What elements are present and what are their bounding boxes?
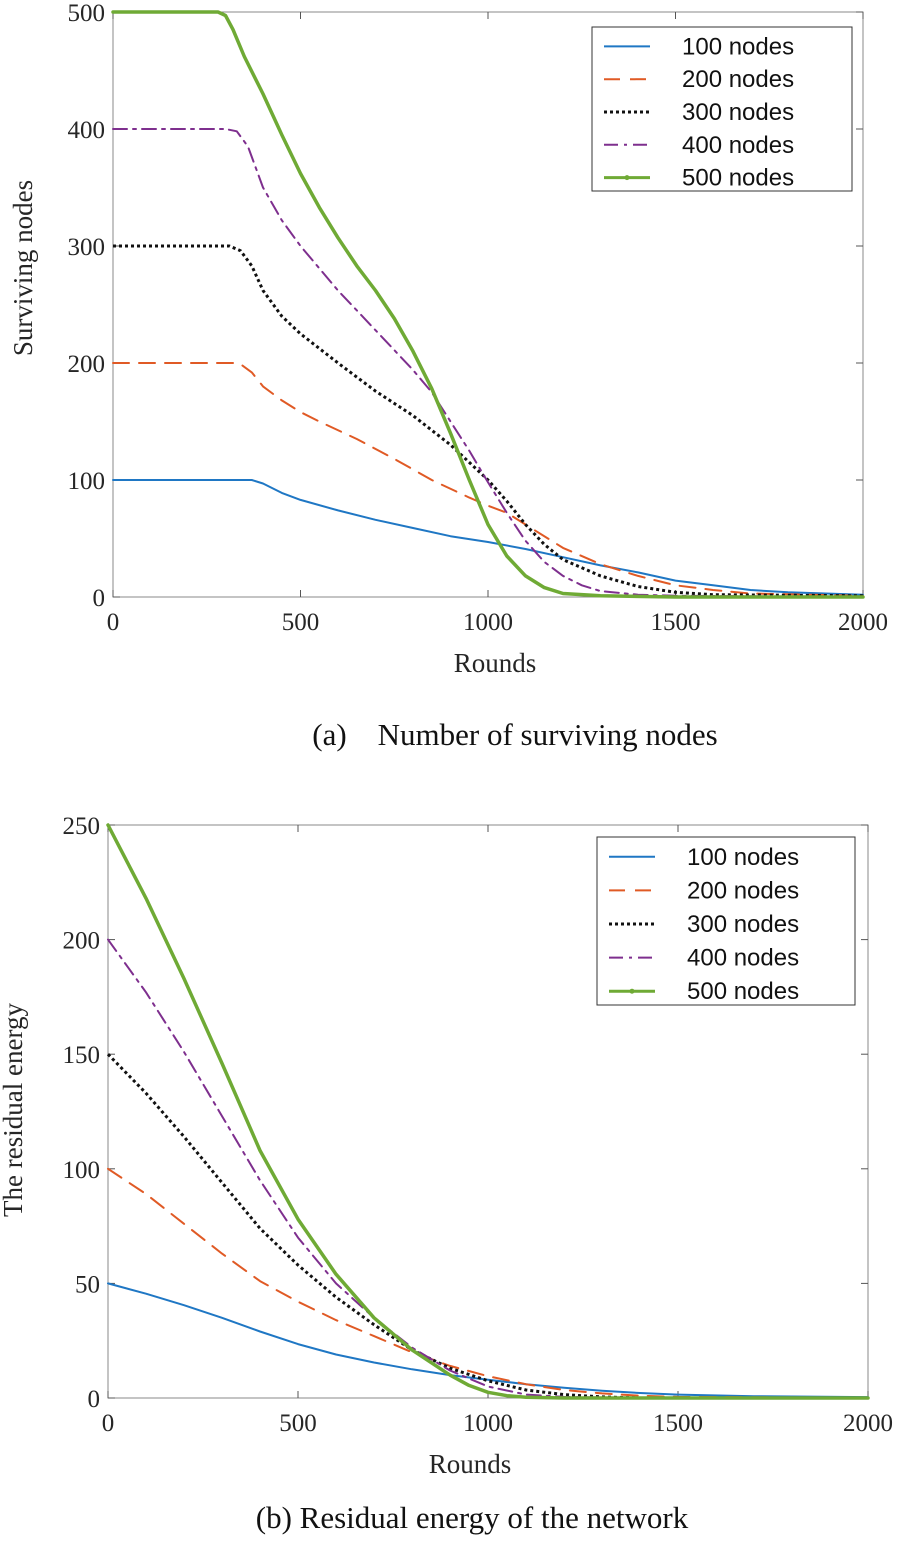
y-tick-labels: 0 100 200 300 400 500 xyxy=(68,0,106,612)
legend-label: 300 nodes xyxy=(682,99,794,126)
series-line-500-nodes xyxy=(106,823,870,1400)
x-tick-label: 2000 xyxy=(838,609,888,636)
legend-label: 400 nodes xyxy=(682,132,794,159)
x-tick-label: 1500 xyxy=(653,1410,703,1437)
series-line-200-nodes xyxy=(112,362,864,597)
series-line-100-nodes xyxy=(107,1282,869,1399)
y-tick-label: 100 xyxy=(68,468,106,495)
y-tick-label: 300 xyxy=(68,234,106,261)
x-axis-title: Rounds xyxy=(429,1449,512,1479)
x-tick-label: 0 xyxy=(107,609,120,636)
series-lines xyxy=(111,10,865,599)
caption-a: (a) Number of surviving nodes xyxy=(312,717,718,752)
legend: 100 nodes 200 nodes 300 nodes 400 nodes 500 … xyxy=(591,26,853,192)
y-axis-title: Surviving nodes xyxy=(8,180,38,356)
legend: 100 nodes 200 nodes 300 nodes 400 nodes 500 … xyxy=(596,836,856,1006)
series-line-400-nodes xyxy=(112,128,864,598)
legend-box xyxy=(596,836,856,1006)
y-axis-title: The residual energy xyxy=(0,1003,28,1217)
y-tick-label: 150 xyxy=(63,1042,101,1069)
legend-label: 500 nodes xyxy=(687,978,799,1005)
series-lines xyxy=(106,823,870,1400)
series-line-500-nodes xyxy=(111,10,865,599)
x-tick-label: 1000 xyxy=(463,609,513,636)
x-tick-label: 500 xyxy=(279,1410,317,1437)
legend-label: 300 nodes xyxy=(687,911,799,938)
y-tick-labels: 0 50 100 150 200 250 xyxy=(63,813,101,1413)
legend-label: 100 nodes xyxy=(682,33,794,60)
caption-b: (b) Residual energy of the network xyxy=(256,1500,689,1535)
x-tick-label: 1000 xyxy=(463,1410,513,1437)
legend-marker xyxy=(629,988,635,994)
x-tick-label: 500 xyxy=(282,609,320,636)
y-tick-label: 250 xyxy=(63,813,101,840)
x-tick-label: 1500 xyxy=(651,609,701,636)
y-tick-label: 200 xyxy=(68,351,106,378)
legend-box xyxy=(591,26,853,192)
series-line-100-nodes xyxy=(112,479,864,596)
x-tick-labels: 0 500 1000 1500 2000 xyxy=(102,1410,893,1437)
x-tick-labels: 0 500 1000 1500 2000 xyxy=(107,609,888,636)
chart-surviving-nodes: 0 500 1000 1500 2000 0 100 200 300 400 500 Rounds… xyxy=(8,0,888,752)
y-tick-label: 100 xyxy=(63,1157,101,1184)
y-tick-label: 500 xyxy=(68,0,106,27)
y-tick-label: 50 xyxy=(75,1271,100,1298)
legend-label: 400 nodes xyxy=(687,945,799,972)
x-tick-label: 0 xyxy=(102,1410,115,1437)
x-tick-label: 2000 xyxy=(843,1410,893,1437)
series-line-300-nodes xyxy=(106,1053,868,1400)
y-tick-label: 0 xyxy=(93,585,106,612)
legend-marker xyxy=(624,175,630,181)
y-tick-label: 200 xyxy=(63,928,101,955)
legend-label: 200 nodes xyxy=(687,877,799,904)
x-axis-title: Rounds xyxy=(454,648,537,678)
y-tick-label: 0 xyxy=(88,1386,101,1413)
legend-label: 100 nodes xyxy=(687,844,799,871)
y-tick-label: 400 xyxy=(68,117,106,144)
legend-label: 200 nodes xyxy=(682,66,794,93)
axis-ticks xyxy=(107,824,869,1399)
legend-label: 500 nodes xyxy=(682,165,794,192)
